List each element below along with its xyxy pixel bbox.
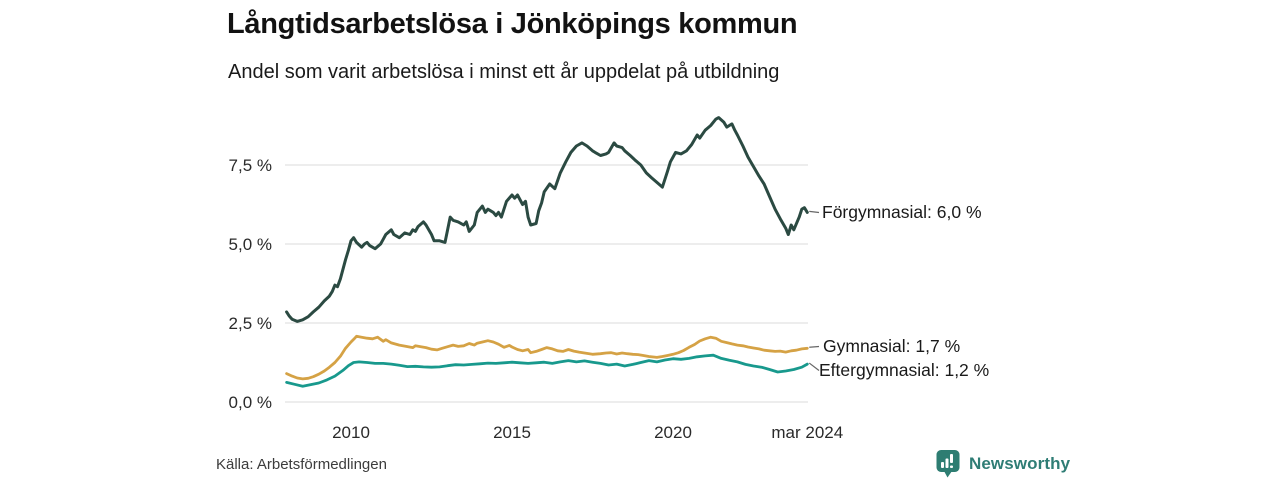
x-tick-label: 2015: [493, 423, 531, 442]
page-title: Långtidsarbetslösa i Jönköpings kommun: [227, 8, 798, 40]
end-label-connector: [809, 210, 820, 214]
series-line-förgymnasial: [285, 116, 809, 323]
y-tick-label: 7,5 %: [229, 156, 272, 175]
series-end-label-eftergymnasial: Eftergymnasial: 1,2 %: [819, 360, 990, 380]
series-line-gymnasial: [285, 334, 809, 381]
x-tick-label: mar 2024: [771, 423, 843, 442]
y-tick-label: 2,5 %: [229, 314, 272, 333]
end-label-connector: [808, 362, 820, 371]
series-end-label-gymnasial: Gymnasial: 1,7 %: [823, 336, 961, 356]
newsworthy-chart-bubble-icon: [936, 450, 960, 478]
y-tick-label: 5,0 %: [229, 235, 272, 254]
page-subtitle: Andel som varit arbetslösa i minst ett å…: [228, 61, 780, 83]
series-line-eftergymnasial: [285, 353, 809, 388]
brand-name: Newsworthy: [969, 453, 1071, 473]
source-note: Källa: Arbetsförmedlingen: [216, 456, 387, 473]
x-tick-label: 2020: [654, 423, 692, 442]
x-tick-label: 2010: [332, 423, 370, 442]
series-end-label-forgymnasial: Förgymnasial: 6,0 %: [822, 202, 982, 222]
end-label-connector: [809, 345, 820, 348]
y-tick-label: 0,0 %: [229, 393, 272, 412]
branding: Newsworthy: [936, 449, 1070, 478]
